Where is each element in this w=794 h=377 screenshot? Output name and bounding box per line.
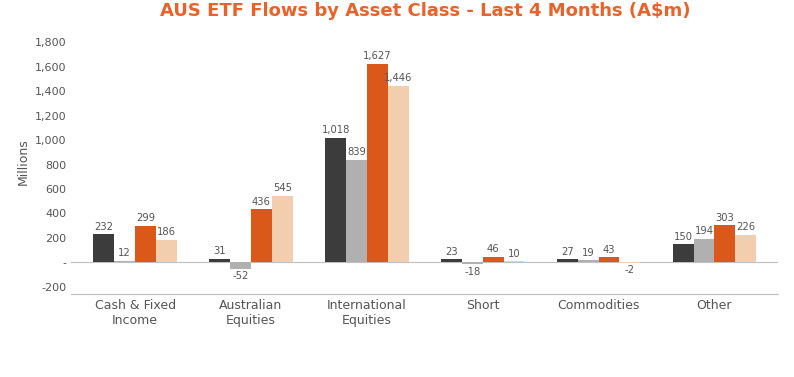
Text: -52: -52 — [233, 271, 249, 281]
Bar — [326, 138, 346, 262]
Bar — [387, 86, 409, 262]
Bar — [599, 257, 619, 262]
Bar — [156, 239, 177, 262]
Bar — [503, 261, 524, 262]
Text: 31: 31 — [214, 246, 226, 256]
Text: 194: 194 — [695, 226, 714, 236]
Text: 1,018: 1,018 — [322, 126, 350, 135]
Title: AUS ETF Flows by Asset Class - Last 4 Months (A$m): AUS ETF Flows by Asset Class - Last 4 Mo… — [160, 2, 690, 20]
Bar — [483, 257, 503, 262]
Y-axis label: Millions: Millions — [17, 139, 29, 185]
Bar — [230, 262, 251, 269]
Text: 10: 10 — [507, 248, 520, 259]
Text: -2: -2 — [625, 265, 635, 275]
Text: 27: 27 — [561, 247, 573, 257]
Bar — [693, 239, 715, 262]
Bar — [251, 209, 272, 262]
Text: 226: 226 — [736, 222, 755, 232]
Text: 19: 19 — [582, 248, 595, 257]
Bar — [210, 259, 230, 262]
Bar — [135, 226, 156, 262]
Text: 303: 303 — [715, 213, 734, 223]
Bar — [272, 196, 293, 262]
Bar — [367, 63, 387, 262]
Bar — [346, 160, 367, 262]
Text: 299: 299 — [136, 213, 155, 223]
Bar — [673, 244, 693, 262]
Text: 186: 186 — [157, 227, 176, 237]
Bar — [114, 261, 135, 262]
Bar — [715, 225, 735, 262]
Text: 436: 436 — [252, 196, 271, 207]
Bar — [94, 234, 114, 262]
Bar — [557, 259, 578, 262]
Bar — [441, 259, 462, 262]
Bar — [462, 262, 483, 265]
Text: 1,627: 1,627 — [363, 51, 391, 61]
Text: 839: 839 — [347, 147, 366, 157]
Text: 545: 545 — [273, 183, 292, 193]
Text: 46: 46 — [487, 244, 499, 254]
Text: 43: 43 — [603, 245, 615, 254]
Bar — [578, 260, 599, 262]
Text: 1,446: 1,446 — [384, 73, 412, 83]
Text: 23: 23 — [445, 247, 458, 257]
Text: 150: 150 — [673, 231, 692, 242]
Text: 12: 12 — [118, 248, 131, 258]
Text: 232: 232 — [94, 222, 114, 231]
Bar — [735, 234, 756, 262]
Text: -18: -18 — [464, 267, 480, 277]
